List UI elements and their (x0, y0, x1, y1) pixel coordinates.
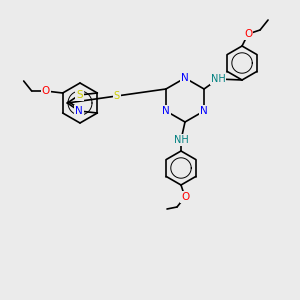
Text: N: N (162, 106, 170, 116)
Text: O: O (244, 29, 252, 39)
Text: N: N (200, 106, 208, 116)
Text: N: N (181, 73, 189, 83)
Text: NH: NH (174, 135, 188, 145)
Text: N: N (75, 106, 83, 116)
Text: NH: NH (211, 74, 225, 84)
Text: O: O (42, 86, 50, 96)
Text: S: S (76, 90, 83, 100)
Text: O: O (181, 192, 189, 202)
Text: S: S (114, 91, 120, 101)
